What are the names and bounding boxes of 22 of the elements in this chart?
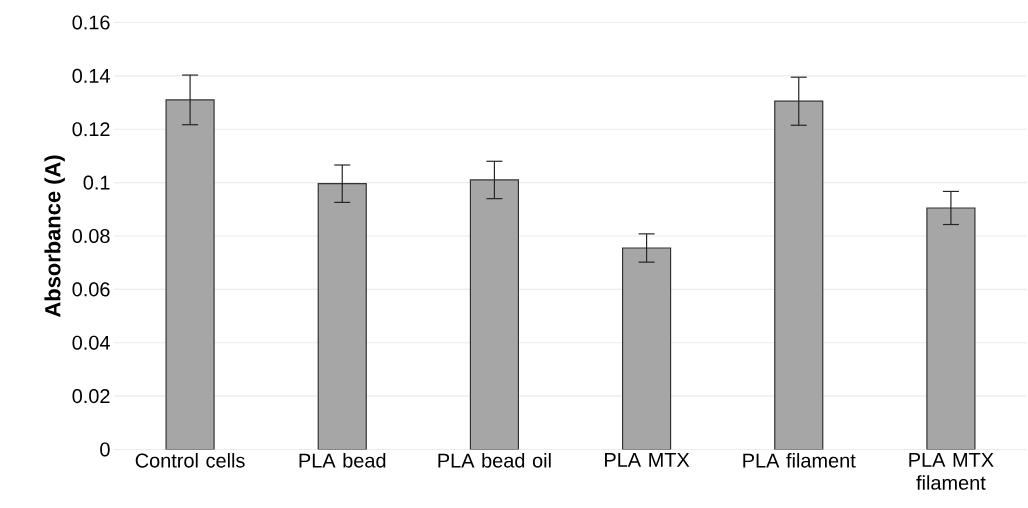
y-tick-label: 0.06 — [72, 282, 110, 297]
x-tick-label: PLA bead — [299, 453, 386, 468]
bar — [621, 247, 672, 450]
x-tick-label: PLA MTX — [605, 453, 690, 467]
bar — [774, 100, 824, 450]
bar — [926, 207, 976, 450]
y-tick-label: 0.08 — [72, 228, 110, 244]
bar — [317, 183, 367, 450]
y-tick-label: 0.14 — [72, 68, 110, 83]
x-tick-label: Control cells — [135, 453, 245, 468]
y-axis-title: Absorbance (A) — [44, 155, 65, 318]
y-tick-label: 0 — [100, 442, 110, 457]
x-tick-label: PLA filament — [743, 453, 856, 468]
x-tick-label: PLA bead oil — [438, 453, 551, 468]
y-tick-label: 0.16 — [72, 15, 110, 30]
bar — [469, 179, 520, 450]
y-tick-label: 0.02 — [72, 389, 110, 404]
x-tick-label: PLA MTX filament — [909, 453, 994, 490]
bar — [165, 99, 215, 450]
y-tick-label: 0.1 — [83, 175, 110, 190]
y-tick-label: 0.12 — [72, 122, 110, 137]
y-tick-label: 0.04 — [72, 335, 110, 350]
